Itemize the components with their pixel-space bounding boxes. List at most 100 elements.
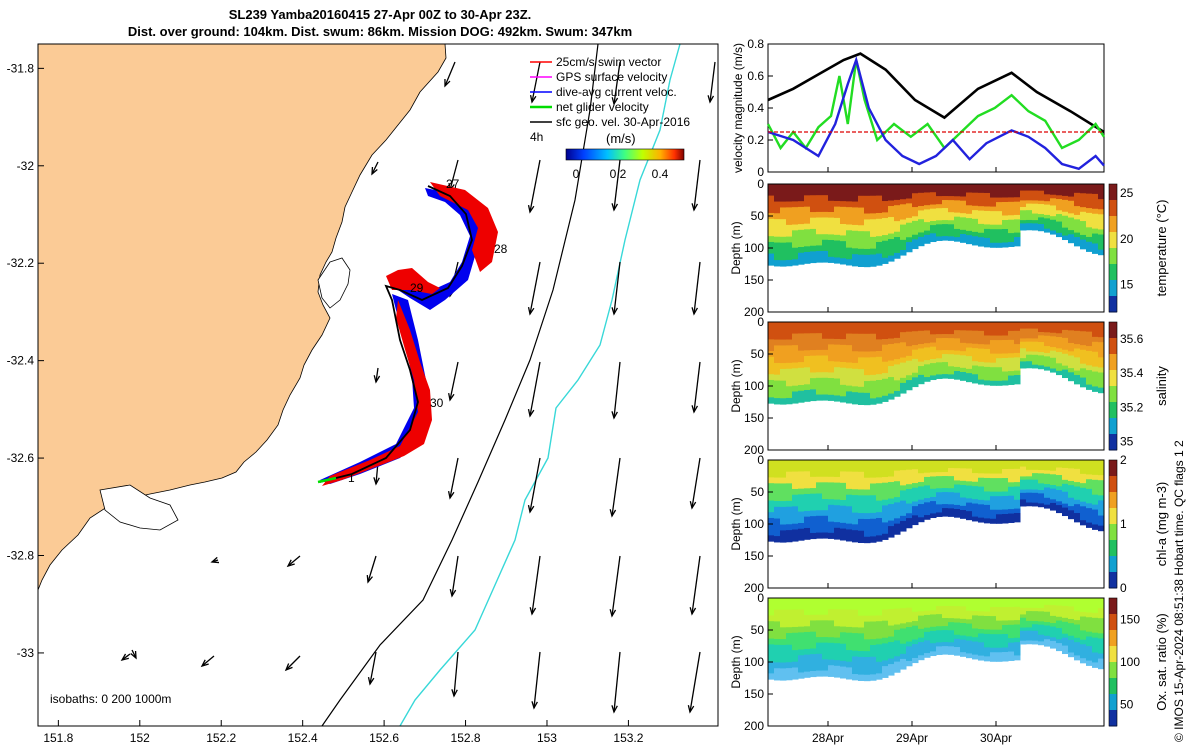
section-cell: [1020, 473, 1027, 477]
section-cell: [978, 375, 985, 381]
section-cell: [948, 468, 955, 473]
geo-velocity-arrowhead: [611, 97, 619, 106]
section-cell: [840, 620, 847, 628]
section-cell: [1080, 658, 1087, 664]
depth-tick-label: 100: [744, 517, 764, 531]
section-cell: [1032, 354, 1039, 359]
section-cell: [840, 390, 847, 397]
section-cell: [870, 501, 877, 508]
section-cell: [810, 659, 817, 666]
section-cell: [1038, 500, 1045, 504]
section-cell: [768, 535, 775, 542]
section-cell: [1092, 184, 1099, 190]
section-cell: [1080, 607, 1087, 613]
section-cell: [1062, 625, 1069, 631]
section-cell: [1086, 212, 1093, 219]
section-cell: [1098, 229, 1105, 235]
section-cell: [1044, 622, 1051, 626]
section-cell: [930, 496, 937, 502]
section-cell: [1092, 351, 1099, 358]
section-cell: [1050, 637, 1057, 642]
section-cell: [798, 643, 805, 651]
section-cell: [930, 216, 937, 222]
current-velocity-band: [392, 188, 478, 310]
section-cell: [768, 218, 775, 226]
section-cell: [876, 488, 883, 496]
section-cell: [774, 184, 781, 191]
section-cell: [1008, 184, 1015, 189]
section-cell: [966, 602, 973, 608]
section-cell: [1044, 628, 1051, 633]
section-cell: [1008, 192, 1015, 198]
section-cell: [768, 241, 775, 249]
section-cell: [798, 362, 805, 369]
section-cell: [858, 524, 865, 532]
section-cell: [1050, 481, 1057, 486]
section-cell: [996, 496, 1003, 502]
section-cell: [924, 192, 931, 198]
section-cell: [888, 498, 895, 505]
section-cell: [906, 242, 913, 248]
section-cell: [942, 508, 949, 513]
section-cell: [798, 327, 805, 334]
section-cell: [1062, 507, 1069, 513]
section-cell: [876, 201, 883, 208]
section-cell: [1068, 184, 1075, 189]
section-cell: [912, 354, 919, 360]
section-cell: [900, 332, 907, 338]
section-cell: [900, 460, 907, 466]
day-label-28: 28: [494, 242, 508, 256]
section-cell: [1074, 464, 1081, 470]
section-cell: [792, 224, 799, 231]
section-cell: [846, 517, 853, 525]
section-cell: [858, 662, 865, 670]
section-cell: [858, 645, 865, 652]
geo-velocity-arrow: [444, 61, 456, 87]
section-cell: [798, 638, 805, 645]
section-cell: [930, 354, 937, 360]
section-cell: [1062, 467, 1069, 473]
section-cell: [948, 650, 955, 655]
section-cell: [834, 240, 841, 247]
section-cell: [774, 386, 781, 393]
section-cell: [870, 662, 877, 670]
section-cell: [924, 602, 931, 607]
velocity-y-tick-label: 0: [757, 165, 764, 179]
section-cell: [1002, 206, 1009, 212]
section-cell: [840, 609, 847, 616]
section-cell: [792, 218, 799, 226]
section-cell: [978, 237, 985, 243]
section-cell: [1032, 206, 1039, 211]
section-cell: [930, 492, 937, 498]
section-cell: [972, 210, 979, 215]
section-cell: [930, 184, 937, 189]
section-cell: [882, 598, 889, 605]
section-cell: [792, 460, 799, 467]
section-cell: [912, 358, 919, 365]
section-cell: [966, 343, 973, 349]
section-cell: [984, 629, 991, 635]
section-cell: [822, 614, 829, 621]
section-cell: [1074, 352, 1081, 358]
section-cell: [984, 491, 991, 497]
section-cell: [906, 479, 913, 485]
section-cell: [918, 374, 925, 380]
section-cell: [768, 598, 775, 605]
section-cell: [786, 615, 793, 622]
section-cell: [972, 184, 979, 189]
section-cell: [834, 488, 841, 495]
section-cell: [1044, 335, 1051, 340]
section-cell: [1002, 656, 1009, 662]
section-cell: [1020, 348, 1027, 353]
section-cell: [954, 598, 961, 603]
section-cell: [1002, 598, 1009, 604]
section-cell: [1002, 611, 1009, 617]
section-cell: [960, 359, 967, 365]
section-cell: [1002, 322, 1009, 328]
section-cell: [948, 602, 955, 607]
section-cell: [1086, 464, 1093, 471]
section-cell: [978, 361, 985, 367]
section-cell: [852, 207, 859, 214]
section-cell: [804, 223, 811, 230]
section-cell: [1086, 488, 1093, 495]
